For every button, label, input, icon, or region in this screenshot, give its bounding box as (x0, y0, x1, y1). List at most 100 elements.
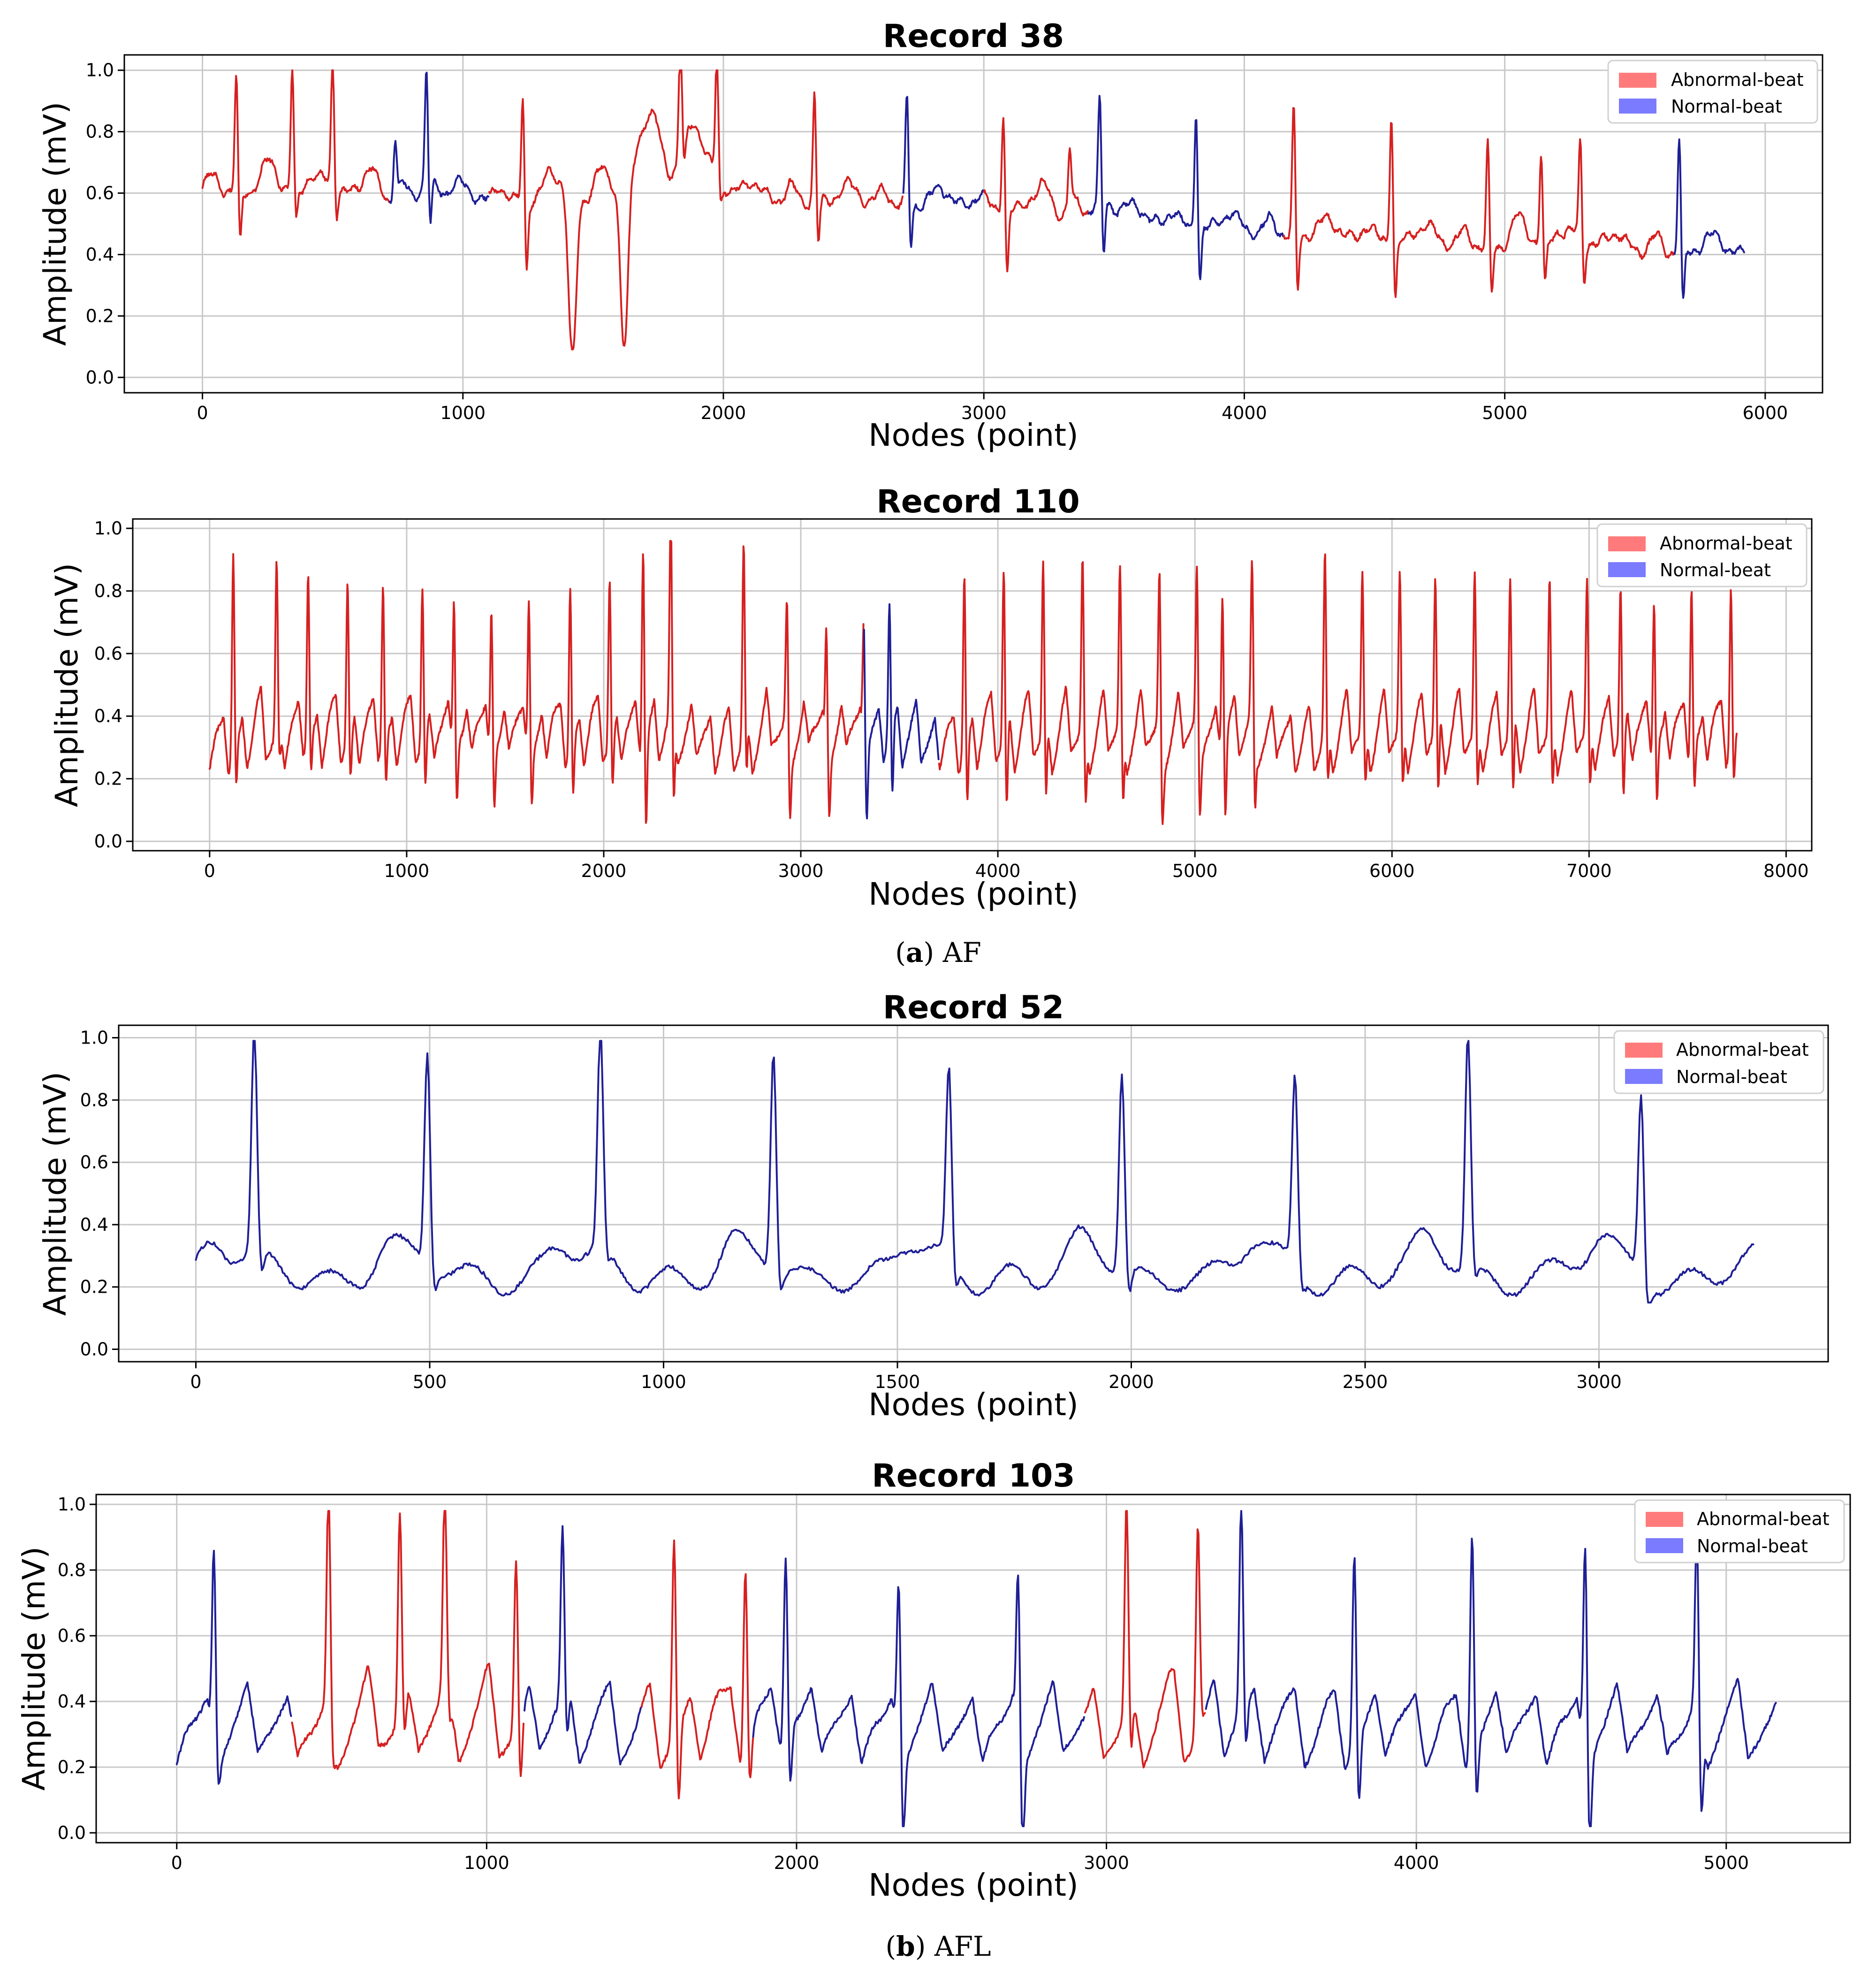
legend-label-normal: Normal-beat (1660, 560, 1771, 580)
normal-beat-segment (1205, 1510, 1777, 1827)
grid (119, 1025, 1828, 1362)
legend-frame (1613, 1030, 1824, 1094)
x-tick-label: 6000 (1369, 861, 1415, 881)
legend-label-abnormal: Abnormal-beat (1697, 1509, 1830, 1529)
chart-title: Record 38 (883, 18, 1064, 55)
caption-b-text: AFL (934, 1930, 991, 1962)
axis-ticks: 0 1000 2000 3000 4000 5000 6000 7000 8000 0.0 0.2 0… (94, 518, 1809, 881)
abnormal-beat-segment (488, 69, 904, 351)
caption-a: (a) AF (895, 937, 981, 968)
y-tick-label: 1.0 (58, 1494, 86, 1515)
x-tick-label: 2000 (1109, 1372, 1154, 1392)
x-axis-label: Nodes (point) (868, 1387, 1078, 1423)
normal-beat-segment (752, 1557, 1085, 1827)
abnormal-beat-segment (983, 117, 1089, 273)
y-tick-label: 0.0 (86, 367, 114, 388)
x-tick-label: 0 (171, 1853, 182, 1873)
chart-title: Record 103 (872, 1457, 1075, 1495)
legend-label-normal: Normal-beat (1671, 96, 1782, 117)
y-tick-label: 0.2 (86, 305, 114, 326)
x-tick-label: 4000 (975, 861, 1021, 881)
y-tick-label: 1.0 (94, 518, 122, 539)
chart-title: Record 110 (876, 483, 1079, 520)
legend-frame (1634, 1499, 1845, 1563)
legend-label-abnormal: Abnormal-beat (1671, 69, 1804, 90)
y-tick-label: 0.8 (80, 1090, 108, 1110)
normal-beat-segment (1087, 95, 1284, 281)
x-tick-label: 4000 (1394, 1853, 1439, 1873)
legend-label-normal: Normal-beat (1697, 1536, 1808, 1556)
x-tick-label: 1000 (440, 403, 486, 423)
legend: Abnormal-beat Normal-beat (1607, 60, 1818, 124)
legend-label-abnormal: Abnormal-beat (1676, 1039, 1809, 1060)
legend-swatch-abnormal (1608, 536, 1646, 551)
x-tick-label: 5000 (1703, 1853, 1749, 1873)
x-tick-label: 6000 (1742, 403, 1788, 423)
y-tick-label: 0.8 (86, 122, 114, 142)
y-tick-label: 0.4 (80, 1214, 108, 1235)
caption-b: (b) AFL (886, 1930, 991, 1962)
normal-beat-segment (1673, 138, 1745, 299)
ecg-trace (195, 1040, 1754, 1304)
x-tick-label: 1000 (464, 1853, 509, 1873)
plot-frame (95, 1494, 1851, 1844)
chart-record-52: Record 52 0 500 1000 1500 2000 2500 3000 0.0 0.2… (37, 989, 1829, 1423)
axis-ticks: 0 1000 2000 3000 4000 5000 0.0 0.2 0.4 0.6 0.8 1.0 (58, 1494, 1749, 1873)
y-axis-label: Amplitude (mV) (37, 1072, 73, 1316)
legend: Abnormal-beat Normal-beat (1634, 1499, 1845, 1563)
legend-swatch-abnormal (1625, 1043, 1663, 1058)
plot-frame (118, 1024, 1829, 1363)
abnormal-beat-segment (1084, 1510, 1206, 1769)
abnormal-beat-segment (640, 1539, 754, 1800)
abnormal-beat-segment (208, 540, 865, 824)
x-tick-label: 2000 (774, 1853, 820, 1873)
normal-beat-segment (863, 603, 940, 820)
y-axis-label: Amplitude (mV) (16, 1547, 52, 1791)
axis-ticks: 0 1000 2000 3000 4000 5000 6000 0.0 0.2 0.4 0.6 0.8… (86, 60, 1788, 423)
axis-ticks: 0 500 1000 1500 2000 2500 3000 0.0 0.2 0.4 0.6 0.8 1… (80, 1028, 1622, 1392)
x-tick-label: 0 (190, 1372, 201, 1392)
x-tick-label: 2000 (581, 861, 627, 881)
y-tick-label: 0.0 (94, 831, 122, 852)
legend-frame (1596, 523, 1808, 587)
y-tick-label: 1.0 (86, 60, 114, 81)
ecg-trace (208, 540, 1738, 825)
normal-beat-segment (175, 1549, 292, 1785)
ecg-trace (175, 1510, 1777, 1827)
legend-swatch-abnormal (1646, 1512, 1683, 1527)
x-tick-label: 5000 (1172, 861, 1218, 881)
caption-a-text: AF (942, 937, 981, 968)
legend: Abnormal-beat Normal-beat (1613, 1030, 1824, 1094)
x-tick-label: 500 (413, 1372, 447, 1392)
x-tick-label: 4000 (1222, 403, 1267, 423)
x-tick-label: 3000 (1084, 1853, 1129, 1873)
legend-swatch-normal (1625, 1069, 1663, 1084)
legend: Abnormal-beat Normal-beat (1596, 523, 1808, 587)
abnormal-beat-segment (938, 553, 1738, 825)
x-tick-label: 2000 (701, 403, 746, 423)
y-tick-label: 0.6 (58, 1625, 86, 1646)
x-axis-label: Nodes (point) (868, 417, 1078, 453)
normal-beat-segment (524, 1525, 643, 1766)
y-tick-label: 0.6 (94, 643, 122, 664)
x-tick-label: 3000 (778, 861, 824, 881)
x-tick-label: 2500 (1343, 1372, 1388, 1392)
legend-swatch-abnormal (1619, 73, 1656, 88)
x-tick-label: 5000 (1482, 403, 1527, 423)
legend-swatch-normal (1608, 562, 1646, 577)
y-axis-label: Amplitude (mV) (37, 102, 73, 346)
y-tick-label: 0.8 (58, 1560, 86, 1580)
legend-swatch-normal (1646, 1538, 1683, 1553)
legend-label-normal: Normal-beat (1676, 1067, 1787, 1087)
caption-b-letter: b (896, 1930, 915, 1962)
abnormal-beat-segment (1283, 107, 1675, 298)
abnormal-beat-segment (291, 1510, 524, 1777)
x-tick-label: 1500 (875, 1372, 920, 1392)
chart-title: Record 52 (883, 989, 1064, 1026)
y-tick-label: 0.2 (58, 1757, 86, 1777)
normal-beat-segment (389, 71, 490, 224)
legend-frame (1607, 60, 1818, 124)
y-tick-label: 1.0 (80, 1028, 108, 1048)
